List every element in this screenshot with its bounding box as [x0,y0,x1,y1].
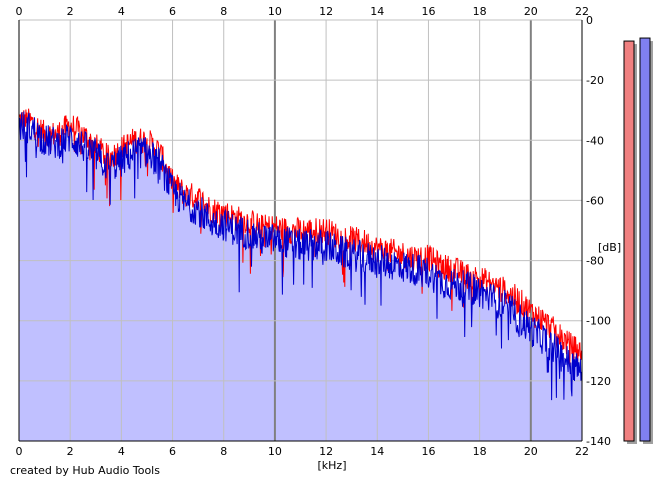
x-axis-unit-label: [kHz] [318,459,347,472]
y-tick-label: -40 [586,134,604,147]
y-tick-label: 0 [586,14,593,27]
x-tick-label-bottom: 14 [370,445,384,458]
x-tick-label-top: 20 [524,5,538,18]
level-meter-bar [623,40,635,442]
x-tick-label-top: 18 [473,5,487,18]
x-tick-label-bottom: 2 [67,445,74,458]
x-tick-label-top: 14 [370,5,384,18]
x-tick-label-bottom: 12 [319,445,333,458]
x-tick-label-top: 22 [575,5,589,18]
x-tick-label-top: 4 [118,5,125,18]
x-tick-label-bottom: 6 [169,445,176,458]
x-tick-label-bottom: 8 [220,445,227,458]
x-tick-label-bottom: 4 [118,445,125,458]
x-tick-label-top: 0 [16,5,23,18]
spectrum-area-fill [19,111,582,441]
y-tick-label: -80 [586,255,604,268]
y-tick-label: -60 [586,194,604,207]
x-tick-label-bottom: 16 [421,445,435,458]
y-tick-label: -140 [586,435,611,448]
y-axis-unit-label: [dB] [598,241,621,254]
x-tick-label-bottom: 10 [268,445,282,458]
y-tick-label: -120 [586,375,611,388]
x-tick-label-top: 12 [319,5,333,18]
credit-text: created by Hub Audio Tools [10,464,160,477]
y-tick-label: -100 [586,315,611,328]
x-tick-label-top: 6 [169,5,176,18]
x-tick-label-top: 2 [67,5,74,18]
x-tick-label-top: 8 [220,5,227,18]
right-channel-line [18,111,583,401]
x-tick-label-top: 10 [268,5,282,18]
x-tick-label-bottom: 20 [524,445,538,458]
x-tick-label-bottom: 18 [473,445,487,458]
level-meter-bar [639,37,651,442]
x-tick-label-top: 16 [421,5,435,18]
left-channel-line [18,108,583,367]
y-tick-label: -20 [586,74,604,87]
x-tick-label-bottom: 22 [575,445,589,458]
x-tick-label-bottom: 0 [16,445,23,458]
